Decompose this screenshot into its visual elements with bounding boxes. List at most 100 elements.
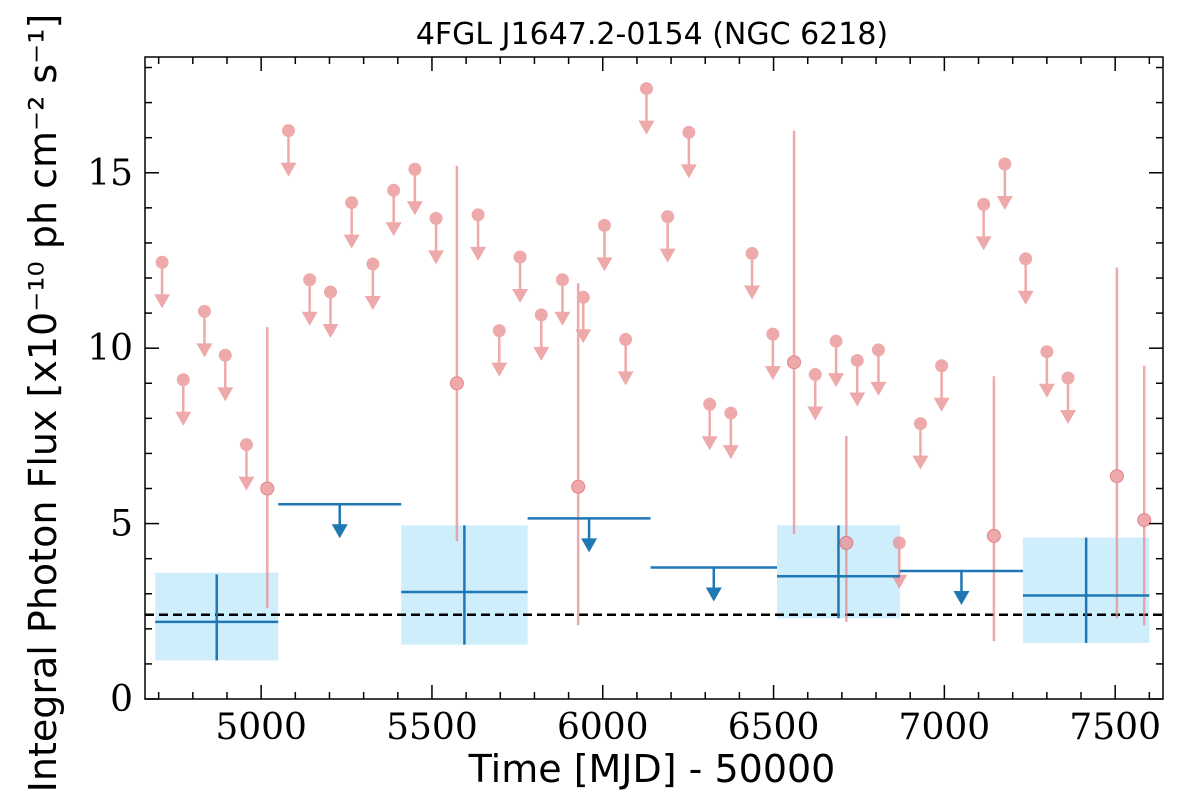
short-bin-upper-limit-point bbox=[703, 397, 717, 411]
short-bin-upper-limit-arrow bbox=[659, 248, 676, 263]
short-bin-upper-limit-arrow bbox=[280, 162, 297, 177]
short-bin-upper-limit-point bbox=[1019, 252, 1033, 266]
short-bin-upper-limit-point bbox=[576, 290, 590, 304]
short-bin-detection-point bbox=[787, 355, 802, 370]
short-bin-upper-limit-arrow bbox=[807, 406, 824, 421]
long-bin-upper-limit-arrow bbox=[705, 587, 722, 602]
short-bin-upper-limit-arrow bbox=[554, 311, 571, 326]
short-bin-upper-limit-arrow bbox=[512, 288, 529, 303]
long-bin-upper-limit-arrow bbox=[581, 538, 598, 553]
short-bin-detection-point bbox=[986, 528, 1001, 543]
short-bin-upper-limit-point bbox=[850, 353, 864, 367]
short-bin-upper-limit-arrow bbox=[828, 373, 845, 388]
y-tick-label: 5 bbox=[110, 504, 133, 545]
short-bin-detection-point bbox=[1137, 513, 1152, 528]
short-bin-upper-limit-point bbox=[555, 273, 569, 287]
x-tick-label: 6500 bbox=[728, 707, 820, 748]
short-bin-upper-limit-arrow bbox=[1017, 290, 1034, 305]
short-bin-upper-limit-arrow bbox=[744, 285, 761, 300]
short-bin-upper-limit-arrow bbox=[1038, 383, 1055, 398]
short-bin-upper-limit-arrow bbox=[996, 196, 1013, 210]
x-tick-label: 7500 bbox=[1069, 707, 1161, 748]
short-bin-detection-point bbox=[260, 481, 275, 496]
short-bin-detection-point bbox=[1109, 469, 1124, 484]
short-bin-series bbox=[154, 82, 1152, 642]
short-bin-detection-point bbox=[449, 376, 464, 391]
short-bin-upper-limit-point bbox=[661, 210, 675, 224]
y-tick-label: 0 bbox=[110, 679, 133, 720]
short-bin-upper-limit-arrow bbox=[912, 455, 929, 470]
chart-title: 4FGL J1647.2-0154 (NGC 6218) bbox=[416, 17, 888, 52]
short-bin-upper-limit-arrow bbox=[196, 343, 213, 358]
short-bin-upper-limit-point bbox=[619, 332, 633, 346]
short-bin-upper-limit-arrow bbox=[975, 236, 992, 251]
y-tick-label: 10 bbox=[87, 328, 133, 369]
short-bin-upper-limit-point bbox=[829, 334, 843, 348]
short-bin-upper-limit-arrow bbox=[238, 476, 255, 491]
short-bin-upper-limit-arrow bbox=[764, 366, 781, 381]
short-bin-upper-limit-point bbox=[808, 367, 822, 381]
short-bin-upper-limit-point bbox=[408, 162, 422, 176]
short-bin-upper-limit-point bbox=[387, 183, 401, 197]
short-bin-upper-limit-point bbox=[323, 285, 337, 299]
short-bin-upper-limit-point bbox=[492, 324, 506, 338]
plot-area bbox=[145, 82, 1163, 661]
y-axis-label: Integral Photon Flux [x10⁻¹⁰ ph cm⁻² s⁻¹… bbox=[21, 14, 65, 793]
short-bin-upper-limit-point bbox=[239, 438, 253, 452]
short-bin-upper-limit-point bbox=[871, 343, 885, 357]
axis-ticks: 5000 5500 6000 6500 7000 7500 0 5 10 15 bbox=[87, 57, 1163, 748]
long-bin-upper-limit-arrow bbox=[331, 524, 348, 539]
short-bin-upper-limit-point bbox=[682, 125, 696, 139]
short-bin-upper-limit-point bbox=[998, 157, 1012, 171]
long-bin-upper-limit-arrow bbox=[953, 590, 970, 605]
short-bin-upper-limit-arrow bbox=[533, 346, 550, 361]
x-tick-label: 6000 bbox=[557, 707, 649, 748]
short-bin-upper-limit-arrow bbox=[301, 311, 318, 326]
short-bin-upper-limit-point bbox=[913, 417, 927, 431]
short-bin-upper-limit-point bbox=[977, 197, 991, 211]
short-bin-upper-limit-point bbox=[1061, 371, 1075, 385]
short-bin-upper-limit-arrow bbox=[849, 392, 866, 407]
plot-frame bbox=[144, 56, 1164, 700]
short-bin-upper-limit-arrow bbox=[491, 362, 508, 377]
short-bin-upper-limit-arrow bbox=[470, 246, 487, 261]
short-bin-upper-limit-arrow bbox=[933, 397, 950, 412]
short-bin-upper-limit-arrow bbox=[1060, 410, 1077, 424]
x-axis-label: Time [MJD] - 50000 bbox=[468, 747, 836, 791]
short-bin-upper-limit-point bbox=[892, 536, 906, 550]
short-bin-upper-limit-point bbox=[766, 327, 780, 341]
short-bin-upper-limit-point bbox=[218, 348, 232, 362]
short-bin-upper-limit-arrow bbox=[385, 222, 402, 237]
short-bin-upper-limit-arrow bbox=[154, 294, 171, 309]
short-bin-upper-limit-point bbox=[745, 246, 759, 260]
short-bin-upper-limit-point bbox=[513, 250, 527, 264]
short-bin-upper-limit-point bbox=[935, 359, 949, 373]
y-tick-label: 15 bbox=[87, 153, 133, 194]
short-bin-upper-limit-arrow bbox=[891, 574, 908, 589]
short-bin-upper-limit-arrow bbox=[364, 295, 381, 310]
short-bin-upper-limit-arrow bbox=[322, 324, 339, 339]
short-bin-detection-point bbox=[571, 479, 586, 494]
short-bin-upper-limit-arrow bbox=[217, 387, 234, 402]
x-tick-label: 5500 bbox=[386, 707, 478, 748]
short-bin-upper-limit-point bbox=[176, 373, 190, 387]
short-bin-upper-limit-point bbox=[639, 82, 653, 96]
short-bin-upper-limit-arrow bbox=[722, 445, 739, 460]
short-bin-upper-limit-arrow bbox=[870, 381, 887, 396]
short-bin-upper-limit-point bbox=[724, 406, 738, 420]
short-bin-upper-limit-arrow bbox=[428, 250, 445, 265]
short-bin-upper-limit-point bbox=[534, 308, 548, 322]
short-bin-upper-limit-point bbox=[303, 273, 317, 287]
short-bin-upper-limit-arrow bbox=[638, 120, 655, 135]
short-bin-upper-limit-arrow bbox=[175, 411, 192, 426]
short-bin-upper-limit-point bbox=[197, 304, 211, 318]
short-bin-upper-limit-point bbox=[345, 196, 359, 210]
short-bin-upper-limit-point bbox=[597, 218, 611, 232]
short-bin-upper-limit-point bbox=[155, 255, 169, 269]
short-bin-upper-limit-arrow bbox=[617, 371, 634, 386]
short-bin-upper-limit-point bbox=[1040, 345, 1054, 359]
short-bin-upper-limit-arrow bbox=[680, 164, 697, 179]
short-bin-detection-point bbox=[839, 535, 854, 550]
x-tick-label: 7000 bbox=[899, 707, 991, 748]
